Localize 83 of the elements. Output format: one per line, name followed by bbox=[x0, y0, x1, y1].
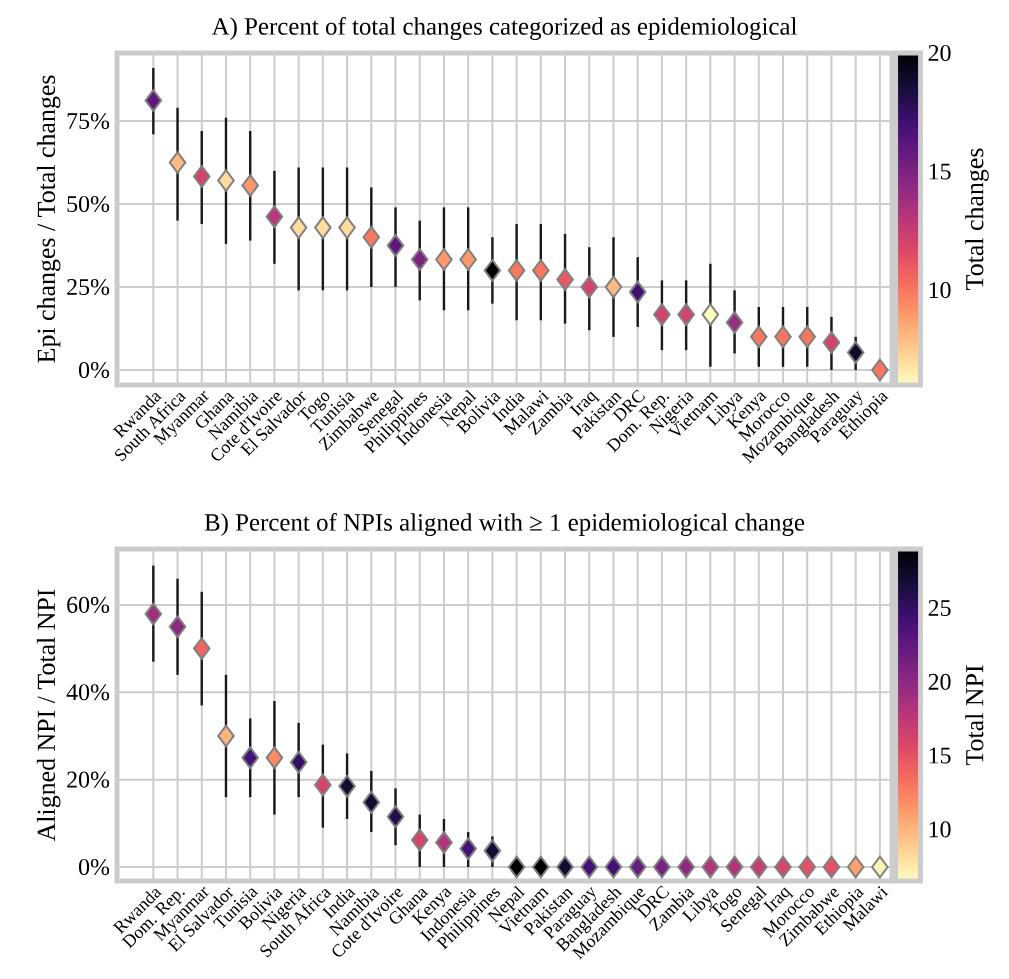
point bbox=[677, 855, 695, 879]
point bbox=[604, 855, 623, 879]
point bbox=[846, 341, 865, 364]
y-tick-label: 60% bbox=[67, 596, 110, 614]
point bbox=[241, 174, 259, 197]
point bbox=[725, 855, 744, 879]
point bbox=[289, 750, 308, 774]
point bbox=[168, 151, 187, 174]
point bbox=[241, 746, 259, 770]
point bbox=[871, 855, 889, 879]
color-bar-label: 10 bbox=[929, 821, 951, 838]
chart-title: A) Percent of total changes categorized as epidemiological bbox=[211, 17, 797, 40]
point bbox=[435, 831, 453, 854]
y-tick-label: 50% bbox=[67, 195, 110, 213]
y-tick-label: 0% bbox=[78, 858, 110, 876]
point bbox=[774, 855, 792, 879]
point bbox=[192, 637, 211, 660]
point bbox=[483, 259, 502, 282]
color-bar-label: 20 bbox=[928, 673, 951, 690]
point bbox=[410, 248, 429, 271]
point bbox=[725, 311, 744, 334]
point bbox=[144, 602, 163, 626]
y-tick-label: 20% bbox=[67, 771, 110, 788]
point bbox=[532, 855, 550, 879]
y-tick-label: 40% bbox=[66, 684, 110, 701]
point bbox=[459, 248, 477, 271]
color-bar-label: 15 bbox=[929, 747, 951, 764]
point bbox=[556, 268, 574, 291]
point bbox=[338, 774, 356, 798]
point bbox=[653, 855, 671, 879]
point bbox=[314, 773, 332, 797]
point bbox=[798, 855, 817, 879]
point bbox=[532, 259, 550, 282]
point bbox=[846, 855, 865, 879]
y-axis-title: Epi changes / Total changes bbox=[36, 75, 61, 363]
point bbox=[604, 275, 623, 299]
color-bar-label: 25 bbox=[928, 599, 951, 617]
point bbox=[822, 855, 841, 879]
point bbox=[774, 325, 792, 349]
point bbox=[192, 165, 211, 188]
point bbox=[677, 303, 695, 326]
point bbox=[507, 855, 526, 879]
point bbox=[410, 828, 429, 852]
color-bar-label: 10 bbox=[929, 282, 951, 299]
color-bar-label: 15 bbox=[929, 163, 951, 180]
color-bar-title: Total NPI bbox=[965, 665, 984, 766]
point bbox=[483, 839, 502, 863]
point bbox=[701, 855, 720, 879]
point bbox=[822, 331, 841, 354]
point bbox=[168, 615, 187, 639]
point bbox=[362, 225, 381, 249]
point bbox=[701, 303, 720, 326]
chart-title: B) Percent of NPIs aligned with ≥ 1 epidemiological change bbox=[204, 513, 805, 536]
point bbox=[435, 248, 453, 271]
point bbox=[580, 855, 599, 879]
color-bar-title: Total changes bbox=[965, 148, 989, 290]
point bbox=[798, 325, 817, 349]
y-axis-title: Aligned NPI / Total NPI bbox=[36, 589, 61, 842]
point bbox=[289, 216, 308, 239]
point bbox=[362, 791, 381, 814]
point bbox=[580, 275, 599, 299]
point bbox=[556, 855, 574, 879]
point bbox=[386, 805, 405, 829]
point bbox=[217, 724, 235, 748]
point bbox=[871, 358, 889, 382]
point bbox=[265, 205, 284, 229]
y-tick-label: 75% bbox=[67, 112, 110, 130]
point bbox=[144, 89, 163, 112]
point bbox=[653, 303, 671, 326]
point bbox=[338, 216, 356, 239]
y-tick-label: 25% bbox=[67, 278, 110, 296]
point bbox=[386, 234, 405, 257]
point bbox=[265, 746, 284, 770]
point bbox=[217, 169, 235, 192]
point bbox=[507, 259, 526, 282]
point bbox=[628, 855, 647, 879]
point bbox=[750, 325, 768, 349]
color-bar-label: 20 bbox=[928, 44, 951, 62]
point bbox=[314, 216, 332, 239]
y-tick-label: 0% bbox=[78, 361, 110, 379]
point bbox=[459, 837, 477, 861]
point bbox=[750, 855, 768, 879]
point bbox=[628, 280, 647, 304]
